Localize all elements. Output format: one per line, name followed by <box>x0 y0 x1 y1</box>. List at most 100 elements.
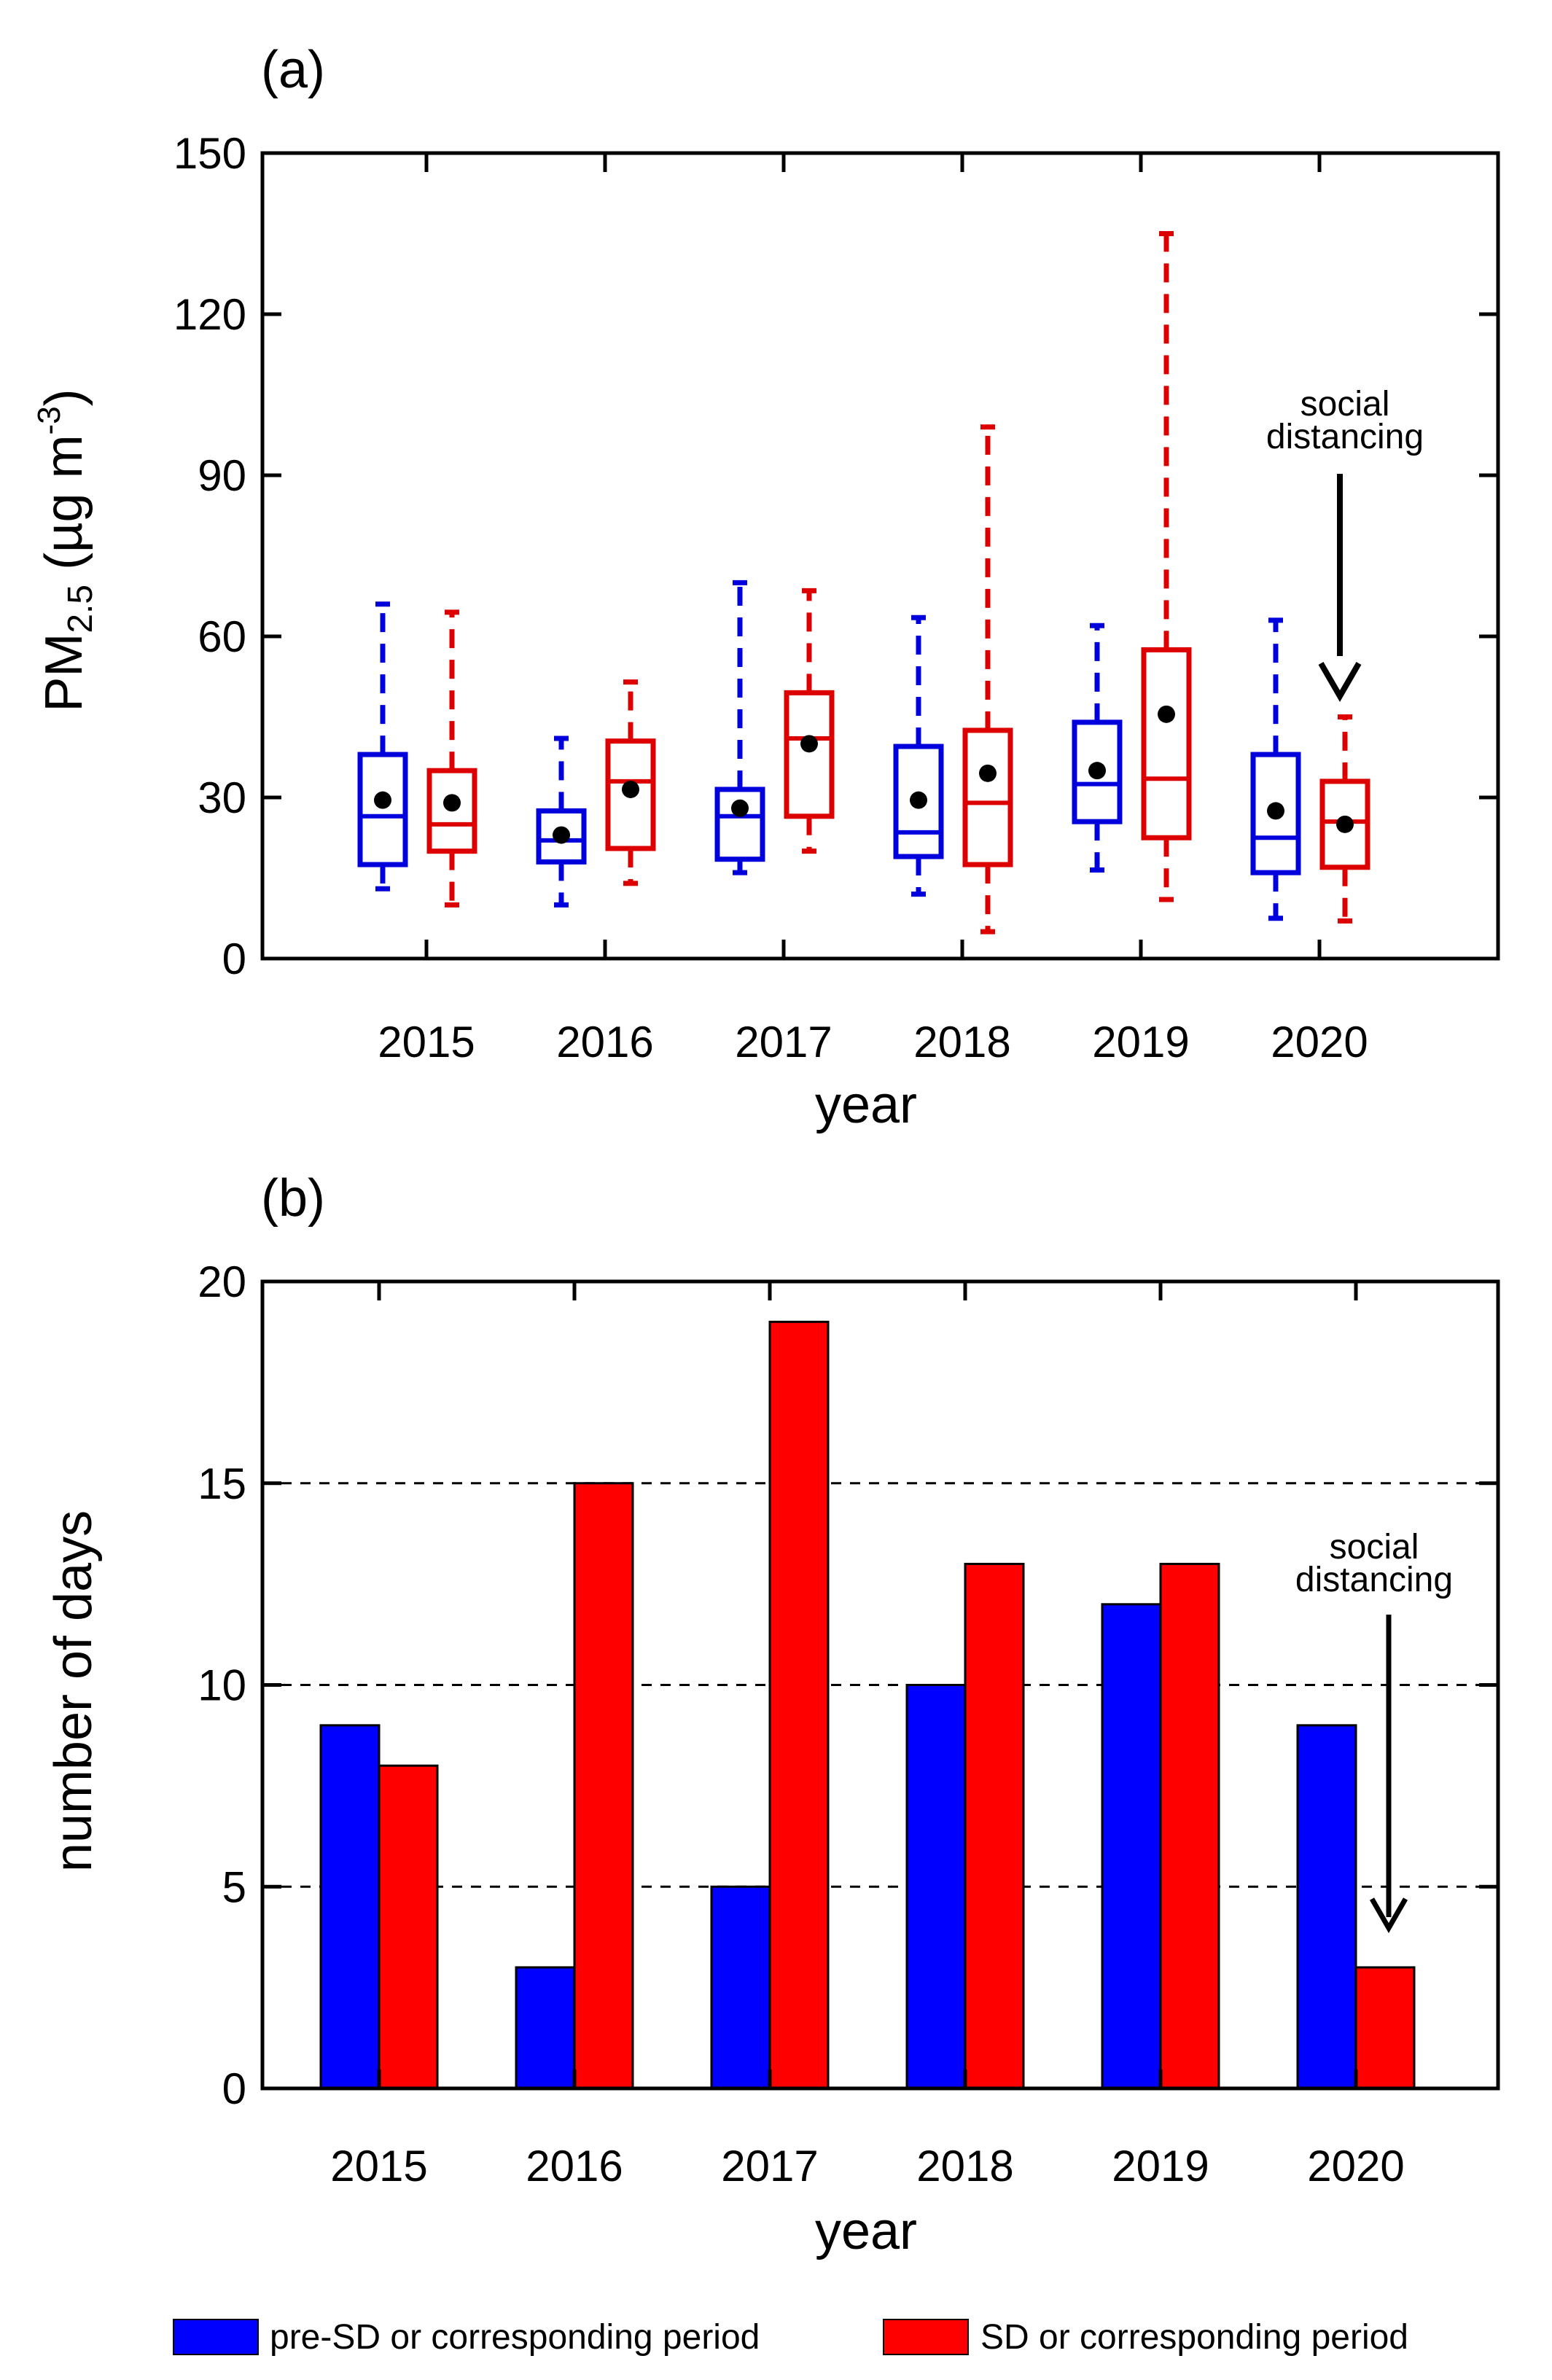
bar-sd-2020 <box>1354 1966 1416 2090</box>
box-iqr <box>1141 647 1192 840</box>
box-mean-dot <box>374 791 391 809</box>
x-tick-label: 2019 <box>1092 1018 1189 1066</box>
box-mean-dot <box>622 780 639 798</box>
panel-a-boxes <box>357 231 1370 935</box>
bar-sd-2019 <box>1159 1562 1220 2090</box>
x-tick-label: 2016 <box>556 1018 653 1066</box>
box-sd-2019 <box>1141 231 1192 902</box>
y-tick-label: 0 <box>222 935 246 983</box>
legend-swatch-pre-sd <box>173 2319 259 2355</box>
y-tick-label: 15 <box>198 1459 246 1508</box>
y-tick-label: 60 <box>198 612 246 661</box>
box-mean-dot <box>1336 815 1354 833</box>
panel-b-tick-marks <box>262 1279 1498 2091</box>
y-tick-label: 0 <box>222 2064 246 2113</box>
x-tick-label: 2017 <box>721 2142 818 2190</box>
panel-b-bars <box>319 1320 1416 2090</box>
x-tick-label: 2016 <box>526 2142 623 2190</box>
box-mean-dot <box>1267 802 1284 820</box>
panel-a-y-tick-labels: 0 30 60 90 120 150 <box>173 129 246 983</box>
panel-a-x-tick-labels: 2015 2016 2017 2018 2019 2020 <box>378 1018 1368 1066</box>
bar-sd-2015 <box>378 1764 439 2090</box>
annotation-line: social <box>1301 385 1390 424</box>
annotation-line: distancing <box>1295 1561 1453 1599</box>
box-pre-sd-2020 <box>1250 617 1301 921</box>
y-tick-label: 5 <box>222 1862 246 1911</box>
panel-b-y-tick-labels: 0 5 10 15 20 <box>198 1257 246 2113</box>
box-pre-sd-2019 <box>1072 623 1123 873</box>
box-mean-dot <box>800 735 818 753</box>
annotation-arrow-head-icon <box>1318 661 1362 702</box>
y-title-superscript: -3 <box>31 406 67 434</box>
annotation-line: distancing <box>1266 418 1424 456</box>
box-iqr <box>605 738 656 851</box>
x-tick-label: 2018 <box>913 1018 1010 1066</box>
panel-a-y-axis-title: PM2.5 (µg m-3) <box>31 389 100 711</box>
box-mean-dot <box>1088 762 1106 780</box>
bar-pre-sd-2020 <box>1296 1724 1357 2090</box>
panel-b-x-axis-title: year <box>815 2202 917 2260</box>
y-tick-label: 10 <box>198 1661 246 1710</box>
x-tick-label: 2015 <box>330 2142 427 2190</box>
annotation-arrow-head-icon <box>1369 1897 1408 1934</box>
box-iqr <box>357 752 408 867</box>
y-title-base: PM <box>35 633 93 712</box>
legend-label-sd: SD or corresponding period <box>980 2318 1408 2357</box>
x-tick-label: 2018 <box>916 2142 1013 2190</box>
annotation-line: social <box>1330 1528 1419 1566</box>
x-tick-label: 2020 <box>1307 2142 1404 2190</box>
legend-swatch-sd <box>883 2319 969 2355</box>
box-sd-2017 <box>784 588 835 854</box>
box-mean-dot <box>553 826 570 844</box>
y-title-close: ) <box>35 389 93 406</box>
box-mean-dot <box>731 799 749 817</box>
y-tick-label: 90 <box>198 451 246 500</box>
box-iqr <box>962 727 1013 867</box>
x-tick-label: 2019 <box>1112 2142 1209 2190</box>
legend-label-pre-sd: pre-SD or corresponding period <box>270 2318 760 2357</box>
box-pre-sd-2018 <box>893 614 944 897</box>
bar-sd-2016 <box>573 1482 634 2090</box>
bar-pre-sd-2019 <box>1101 1603 1162 2090</box>
panel-b-label: (b) <box>261 1169 325 1228</box>
y-tick-label: 30 <box>198 773 246 822</box>
panel-b-bar-chart: (b) 0 5 10 15 20 2015 2016 2017 2018 2019 20… <box>44 1169 1500 2260</box>
bar-pre-sd-2017 <box>710 1885 771 2090</box>
box-iqr <box>784 690 835 819</box>
x-tick-label: 2020 <box>1271 1018 1368 1066</box>
box-sd-2018 <box>962 424 1013 935</box>
box-mean-dot <box>979 764 997 782</box>
box-mean-dot <box>1158 705 1175 723</box>
x-tick-label: 2017 <box>735 1018 832 1066</box>
box-pre-sd-2017 <box>714 580 765 875</box>
box-pre-sd-2015 <box>357 601 408 891</box>
bar-pre-sd-2018 <box>905 1684 967 2090</box>
panel-a-frame <box>260 151 1500 961</box>
box-mean-dot <box>443 794 461 812</box>
bar-sd-2017 <box>768 1320 830 2090</box>
bar-pre-sd-2015 <box>319 1724 381 2090</box>
x-tick-label: 2015 <box>378 1018 475 1066</box>
bar-pre-sd-2016 <box>515 1966 576 2090</box>
y-tick-label: 150 <box>173 129 246 178</box>
bar-sd-2018 <box>964 1562 1025 2090</box>
y-title-subscript: 2.5 <box>61 585 100 633</box>
panel-a-x-axis-title: year <box>815 1076 917 1134</box>
box-sd-2015 <box>426 609 477 908</box>
panel-b-x-tick-labels: 2015 2016 2017 2018 2019 2020 <box>330 2142 1404 2190</box>
y-tick-label: 20 <box>198 1257 246 1306</box>
panel-b-annotation: social distancing <box>1295 1528 1453 1934</box>
y-title-unit: (µg m <box>35 434 93 585</box>
panel-b-frame <box>260 1279 1500 2091</box>
box-pre-sd-2016 <box>536 736 587 908</box>
panel-b-y-axis-title: number of days <box>44 1510 103 1872</box>
panel-a-boxplot: (a) 0 30 60 90 120 150 2015 2016 2017 2018 20… <box>31 41 1500 1134</box>
box-mean-dot <box>910 791 927 809</box>
legend: pre-SD or corresponding period SD or cor… <box>173 2318 1408 2357</box>
panel-b-gridlines <box>262 1482 1498 1888</box>
y-tick-label: 120 <box>173 290 246 339</box>
panel-a-label: (a) <box>261 41 325 99</box>
panel-a-annotation: social distancing <box>1266 385 1424 702</box>
box-sd-2016 <box>605 679 656 886</box>
